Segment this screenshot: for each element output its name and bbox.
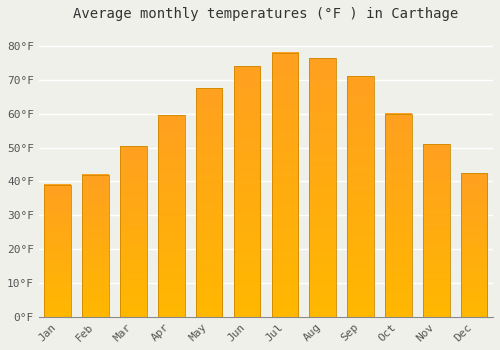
- Bar: [196, 88, 222, 317]
- Bar: [272, 53, 298, 317]
- Bar: [348, 76, 374, 317]
- Bar: [120, 146, 146, 317]
- Bar: [310, 58, 336, 317]
- Bar: [423, 144, 450, 317]
- Title: Average monthly temperatures (°F ) in Carthage: Average monthly temperatures (°F ) in Ca…: [74, 7, 458, 21]
- Bar: [461, 173, 487, 317]
- Bar: [82, 175, 109, 317]
- Bar: [385, 114, 411, 317]
- Bar: [158, 116, 184, 317]
- Bar: [44, 185, 71, 317]
- Bar: [234, 66, 260, 317]
